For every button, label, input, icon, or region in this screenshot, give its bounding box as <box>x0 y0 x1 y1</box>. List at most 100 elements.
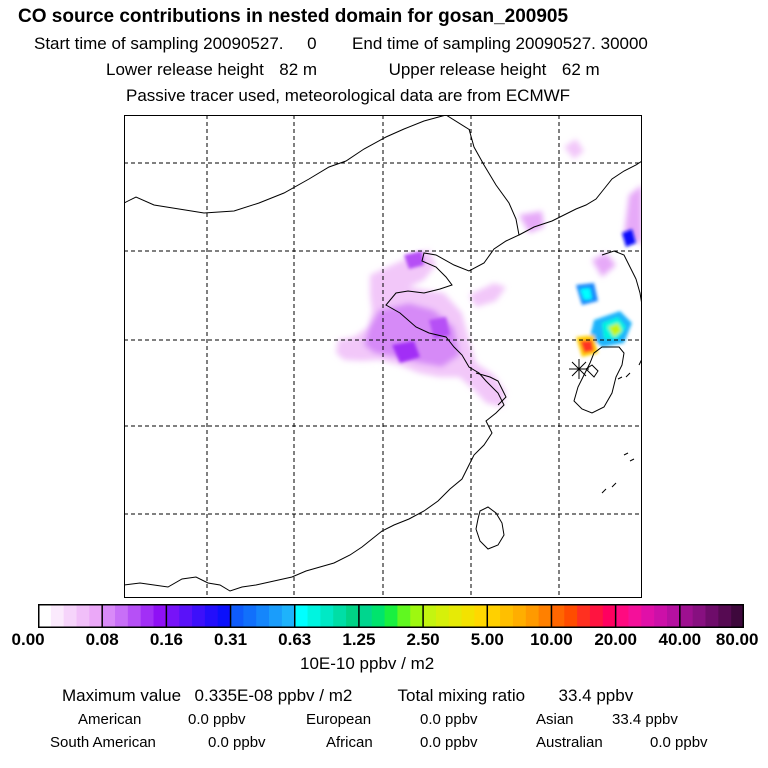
colorbar-swatch <box>461 604 476 628</box>
colorbar-swatch <box>628 604 642 628</box>
max-label: Maximum value <box>62 686 182 705</box>
australian-label: Australian <box>536 734 603 751</box>
colorbar-swatch <box>192 604 206 628</box>
colorbar-swatch <box>281 604 296 628</box>
european-label: European <box>306 711 372 728</box>
colorbar-swatch <box>641 604 655 628</box>
colorbar-swatch <box>346 604 360 628</box>
upper-release-value: 62 m <box>561 60 600 79</box>
colorbar-swatch <box>397 604 411 628</box>
colorbar-swatch <box>179 604 193 628</box>
end-time-label: End time of sampling <box>352 34 511 53</box>
colorbar-swatch <box>500 604 514 628</box>
colorbar-swatch <box>333 604 347 628</box>
colorbar-swatch <box>320 604 334 628</box>
total-value: 33.4 ppbv <box>558 686 634 705</box>
total-label: Total mixing ratio <box>397 686 526 705</box>
colorbar-swatch <box>307 604 321 628</box>
european-value: 0.0 ppbv <box>420 711 478 728</box>
colorbar-swatch <box>410 604 424 628</box>
colorbar-swatch <box>525 604 540 628</box>
start-time-label: Start time of sampling <box>34 34 199 53</box>
colorbar-swatch <box>38 604 52 628</box>
sampling-times: Start time of sampling 20090527. 0 End t… <box>34 34 648 54</box>
australian-value: 0.0 ppbv <box>650 734 708 751</box>
colorbar-swatch <box>666 604 681 628</box>
colorbar-swatch <box>102 604 116 628</box>
upper-release-label: Upper release height <box>388 60 547 79</box>
tracer-note: Passive tracer used, meteorological data… <box>126 86 571 105</box>
summary-line: Maximum value 0.335E-08 ppbv / m2 Total … <box>62 686 633 706</box>
colorbar-tick-label: 5.00 <box>470 630 504 649</box>
colorbar-tick-label: 0.08 <box>85 630 119 649</box>
african-label: African <box>326 734 373 751</box>
colorbar-tick-label: 2.50 <box>406 630 440 649</box>
colorbar-swatch <box>50 604 65 628</box>
colorbar-swatch <box>230 604 244 628</box>
colorbar-tick-label: 20.00 <box>594 630 637 649</box>
colorbar-swatch <box>115 604 129 628</box>
colorbar-swatch <box>435 604 450 628</box>
colorbar-units: 10E-10 ppbv / m2 <box>300 654 435 673</box>
colorbar-swatch <box>217 604 232 628</box>
colorbar-swatch <box>89 604 103 628</box>
colorbar-tick-label: 40.00 <box>658 630 702 649</box>
colorbar-swatch <box>294 604 309 628</box>
colorbar-tick-label: 1.25 <box>342 630 376 649</box>
colorbar-swatch <box>615 604 630 628</box>
colorbar-tick-label: 0.16 <box>149 630 183 649</box>
colorbar-swatch <box>589 604 604 628</box>
colorbar <box>38 604 744 628</box>
american-label: American <box>78 711 142 728</box>
colorbar-swatch <box>487 604 501 628</box>
colorbar-swatch <box>256 604 270 628</box>
colorbar-swatch <box>204 604 219 628</box>
colorbar-swatch <box>371 604 386 628</box>
colorbar-swatch <box>448 604 463 628</box>
colorbar-swatch <box>153 604 167 628</box>
concentration-hotspots <box>392 229 636 363</box>
colorbar-swatch <box>551 604 565 628</box>
lower-release-value: 82 m <box>279 60 318 79</box>
colorbar-swatch <box>243 604 257 628</box>
colorbar-swatch <box>564 604 578 628</box>
colorbar-tick-label: 80.00 <box>715 630 759 649</box>
south-american-value: 0.0 ppbv <box>208 734 266 751</box>
colorbar-swatch <box>692 604 707 628</box>
colorbar-swatch <box>76 604 90 628</box>
african-value: 0.0 ppbv <box>420 734 478 751</box>
map-panel <box>124 115 642 598</box>
colorbar-swatch <box>166 604 180 628</box>
colorbar-border <box>38 604 744 628</box>
coastlines <box>124 115 642 592</box>
concentration-field <box>336 139 642 407</box>
colorbar-swatch <box>358 604 373 628</box>
colorbar-swatch <box>63 604 78 628</box>
max-value: 0.335E-08 ppbv / m2 <box>194 686 353 705</box>
start-time-value: 20090527. 0 <box>203 34 317 53</box>
map-frame <box>124 115 642 598</box>
release-heights: Lower release height 82 m Upper release … <box>106 60 600 80</box>
graticule <box>124 115 642 598</box>
colorbar-swatch <box>474 604 488 628</box>
colorbar-swatch <box>512 604 527 628</box>
lower-release-label: Lower release height <box>106 60 264 79</box>
colorbar-swatch <box>577 604 591 628</box>
south-american-label: South American <box>50 734 156 751</box>
colorbar-swatch <box>679 604 694 628</box>
colorbar-swatch <box>602 604 617 628</box>
colorbar-tick-label: 0.63 <box>278 630 312 649</box>
colorbar-tick-label: 10.00 <box>530 630 573 649</box>
colorbar-swatch <box>269 604 283 628</box>
map-title: CO source contributions in nested domain… <box>18 6 569 27</box>
american-value: 0.0 ppbv <box>188 711 246 728</box>
colorbar-swatch <box>384 604 399 628</box>
colorbar-tick-label: 0.00 <box>11 630 45 649</box>
colorbar-swatch <box>654 604 668 628</box>
colorbar-swatch <box>705 604 719 628</box>
asian-label: Asian <box>536 711 574 728</box>
colorbar-swatch <box>140 604 155 628</box>
colorbar-tick-label: 0.31 <box>213 630 248 649</box>
asian-value: 33.4 ppbv <box>612 711 678 728</box>
colorbar-swatch <box>718 604 732 628</box>
